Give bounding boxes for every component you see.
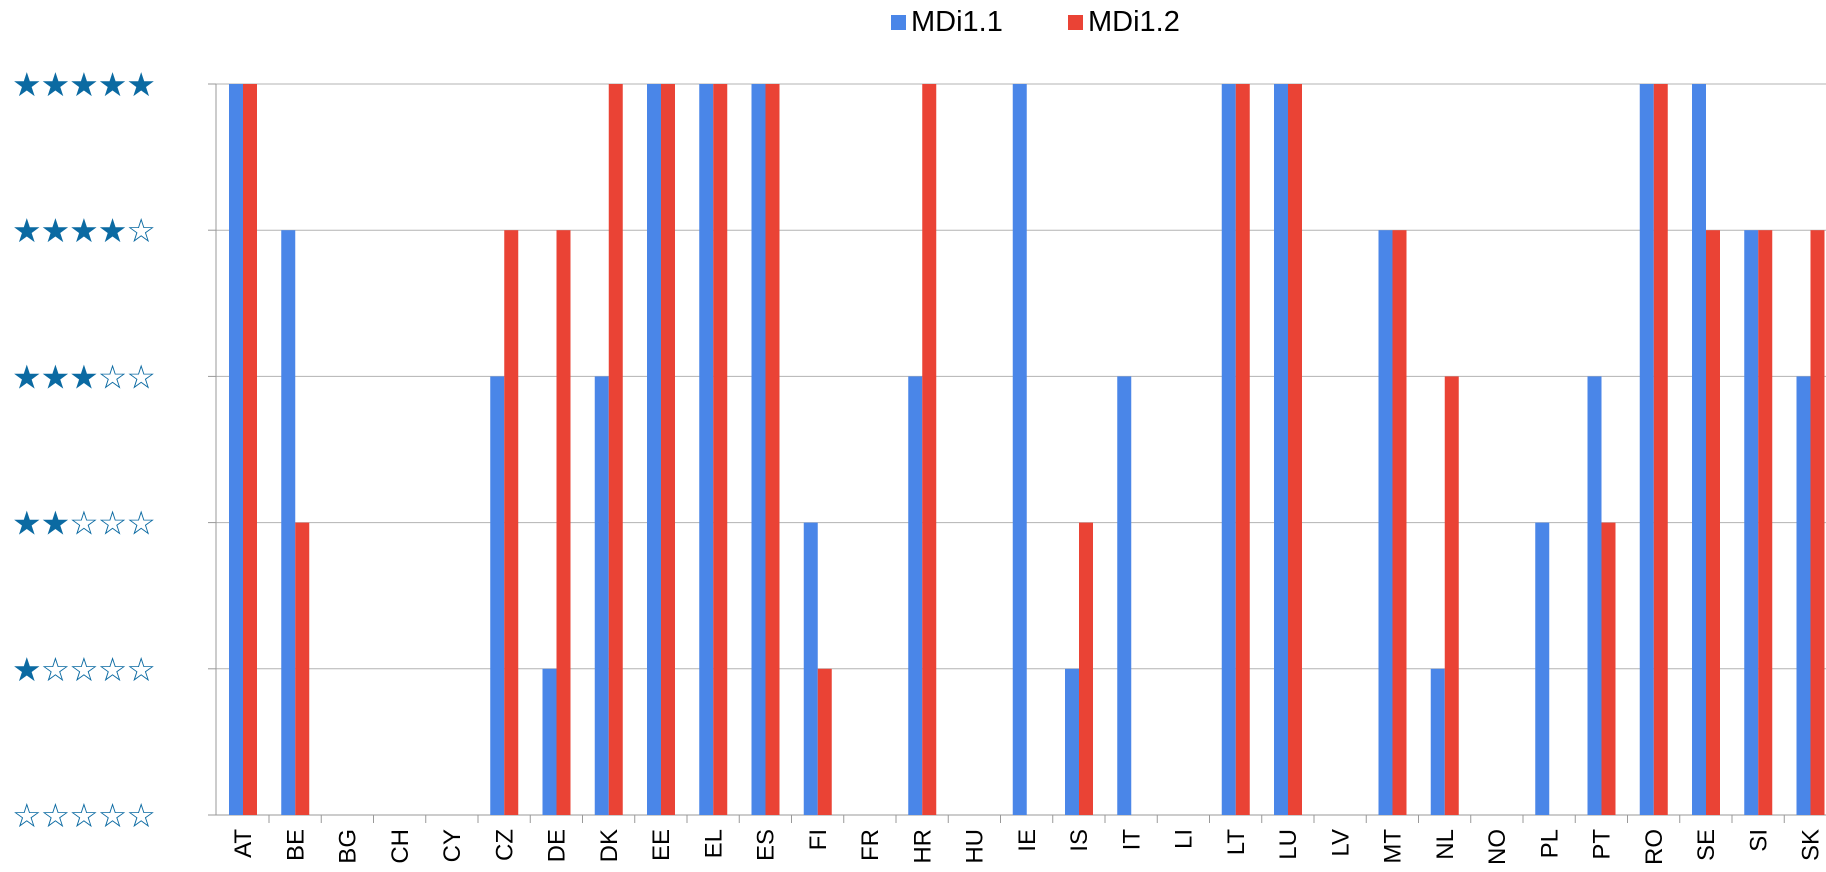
bar-MDi11-MT — [1378, 230, 1393, 815]
y-tick-label-1-stars: ★☆☆☆☆ — [12, 650, 155, 689]
bar-MDi12-MT — [1392, 230, 1407, 815]
x-tick-label-FI: FI — [805, 829, 832, 850]
legend-swatch-mdi11 — [891, 14, 906, 30]
bar-MDi12-HR — [922, 84, 937, 815]
bar-MDi12-FI — [817, 668, 832, 815]
x-tick-label-EL: EL — [700, 829, 727, 858]
legend-label-mdi11: MDi1.1 — [911, 6, 1003, 38]
bar-MDi11-CZ — [490, 376, 505, 815]
x-tick-label-FR: FR — [857, 829, 884, 861]
bar-MDi11-PT — [1587, 376, 1602, 815]
bar-MDi12-PT — [1601, 522, 1616, 815]
x-tick-label-LT: LT — [1223, 829, 1250, 856]
x-tick-label-NO: NO — [1484, 829, 1511, 865]
bar-MDi11-IT — [1117, 376, 1132, 815]
bar-MDi12-SK — [1810, 230, 1825, 815]
x-tick-label-RO: RO — [1641, 829, 1668, 865]
y-tick-label-2-stars: ★★☆☆☆ — [12, 504, 155, 543]
bar-MDi12-AT — [243, 84, 257, 815]
bar-MDi12-BE — [295, 522, 310, 815]
bar-MDi12-DK — [608, 84, 623, 815]
bar-MDi11-BE — [281, 230, 296, 815]
bar-MDi11-DK — [594, 376, 609, 815]
bar-MDi12-LT — [1235, 84, 1250, 815]
x-tick-label-DE: DE — [544, 829, 571, 862]
bar-MDi11-DE — [542, 668, 557, 815]
bar-MDi12-CZ — [504, 230, 519, 815]
legend-item-mdi12: MDi1.2 — [1068, 4, 1180, 40]
bar-MDi11-NL — [1430, 668, 1445, 815]
bars — [229, 84, 1825, 815]
x-tick-label-PT: PT — [1589, 829, 1616, 860]
bar-MDi11-SE — [1692, 84, 1706, 815]
legend-label-mdi12: MDi1.2 — [1088, 6, 1180, 38]
bar-MDi11-SK — [1796, 376, 1811, 815]
x-tick-label-BG: BG — [335, 829, 362, 864]
bar-MDi12-ES — [765, 84, 780, 815]
bar-MDi12-EL — [713, 84, 728, 815]
bar-MDi12-EE — [661, 84, 675, 815]
x-tick-label-LV: LV — [1327, 829, 1354, 857]
bar-MDi12-SI — [1758, 230, 1773, 815]
bar-MDi11-EL — [699, 84, 714, 815]
x-tick-label-HR: HR — [909, 829, 936, 864]
y-tick-label-3-stars: ★★★☆☆ — [12, 357, 155, 396]
x-tick-label-SE: SE — [1693, 829, 1720, 861]
legend-swatch-mdi12 — [1068, 14, 1083, 30]
bar-MDi11-RO — [1639, 84, 1654, 815]
bar-MDi12-NL — [1444, 376, 1459, 815]
bar-MDi11-SI — [1744, 230, 1759, 815]
bar-MDi11-LT — [1221, 84, 1236, 815]
legend-item-mdi11: MDi1.1 — [891, 4, 1003, 40]
x-tick-label-CZ: CZ — [491, 829, 518, 861]
x-tick-label-SI: SI — [1745, 829, 1772, 852]
y-axis-star-ratings: ☆☆☆☆☆ ★☆☆☆☆ ★★☆☆☆ ★★★☆☆ ★★★★☆ ★★★★★ — [12, 65, 156, 835]
bar-MDi11-IS — [1065, 668, 1079, 815]
x-tick-label-SK: SK — [1798, 829, 1825, 861]
y-tick-label-0-stars: ☆☆☆☆☆ — [12, 796, 155, 835]
bar-MDi11-ES — [751, 84, 766, 815]
x-tick-label-HU: HU — [962, 829, 989, 864]
bar-MDi11-FI — [803, 522, 818, 815]
y-tick-label-5-stars: ★★★★★ — [12, 65, 155, 104]
bar-MDi11-HR — [908, 376, 923, 815]
x-axis-labels: AT BE BG CH CY CZ DE DK EE EL ES FI FR HR HU IE IS IT LI LT… — [230, 829, 1825, 865]
x-tick-label-MT: MT — [1380, 829, 1407, 864]
bar-MDi12-SE — [1706, 230, 1720, 815]
x-tick-label-CY: CY — [439, 829, 466, 862]
x-tick-label-EE: EE — [648, 829, 675, 861]
x-tick-label-CH: CH — [387, 829, 414, 864]
x-tick-label-PL: PL — [1536, 829, 1563, 858]
bar-MDi12-DE — [556, 230, 571, 815]
bar-MDi11-PL — [1535, 522, 1550, 815]
x-tick-label-NL: NL — [1432, 829, 1459, 860]
x-tick-label-LI: LI — [1171, 829, 1198, 849]
legend: MDi1.1 MDi1.2 — [0, 4, 1826, 40]
x-tick-label-AT: AT — [230, 829, 257, 858]
bar-MDi11-EE — [647, 84, 661, 815]
y-tick-label-4-stars: ★★★★☆ — [12, 211, 155, 250]
x-tick-label-IS: IS — [1066, 829, 1093, 852]
x-tick-label-BE: BE — [282, 829, 309, 861]
bar-MDi11-LU — [1274, 84, 1288, 815]
x-tick-label-IE: IE — [1014, 829, 1041, 852]
bar-MDi12-RO — [1653, 84, 1668, 815]
x-tick-label-DK: DK — [596, 829, 623, 862]
x-tick-label-LU: LU — [1275, 829, 1302, 860]
bar-MDi11-IE — [1012, 84, 1027, 815]
x-tick-label-ES: ES — [753, 829, 780, 861]
bar-MDi12-IS — [1079, 522, 1093, 815]
bar-MDi11-AT — [229, 84, 243, 815]
x-tick-label-IT: IT — [1118, 829, 1145, 851]
bar-MDi12-LU — [1288, 84, 1302, 815]
